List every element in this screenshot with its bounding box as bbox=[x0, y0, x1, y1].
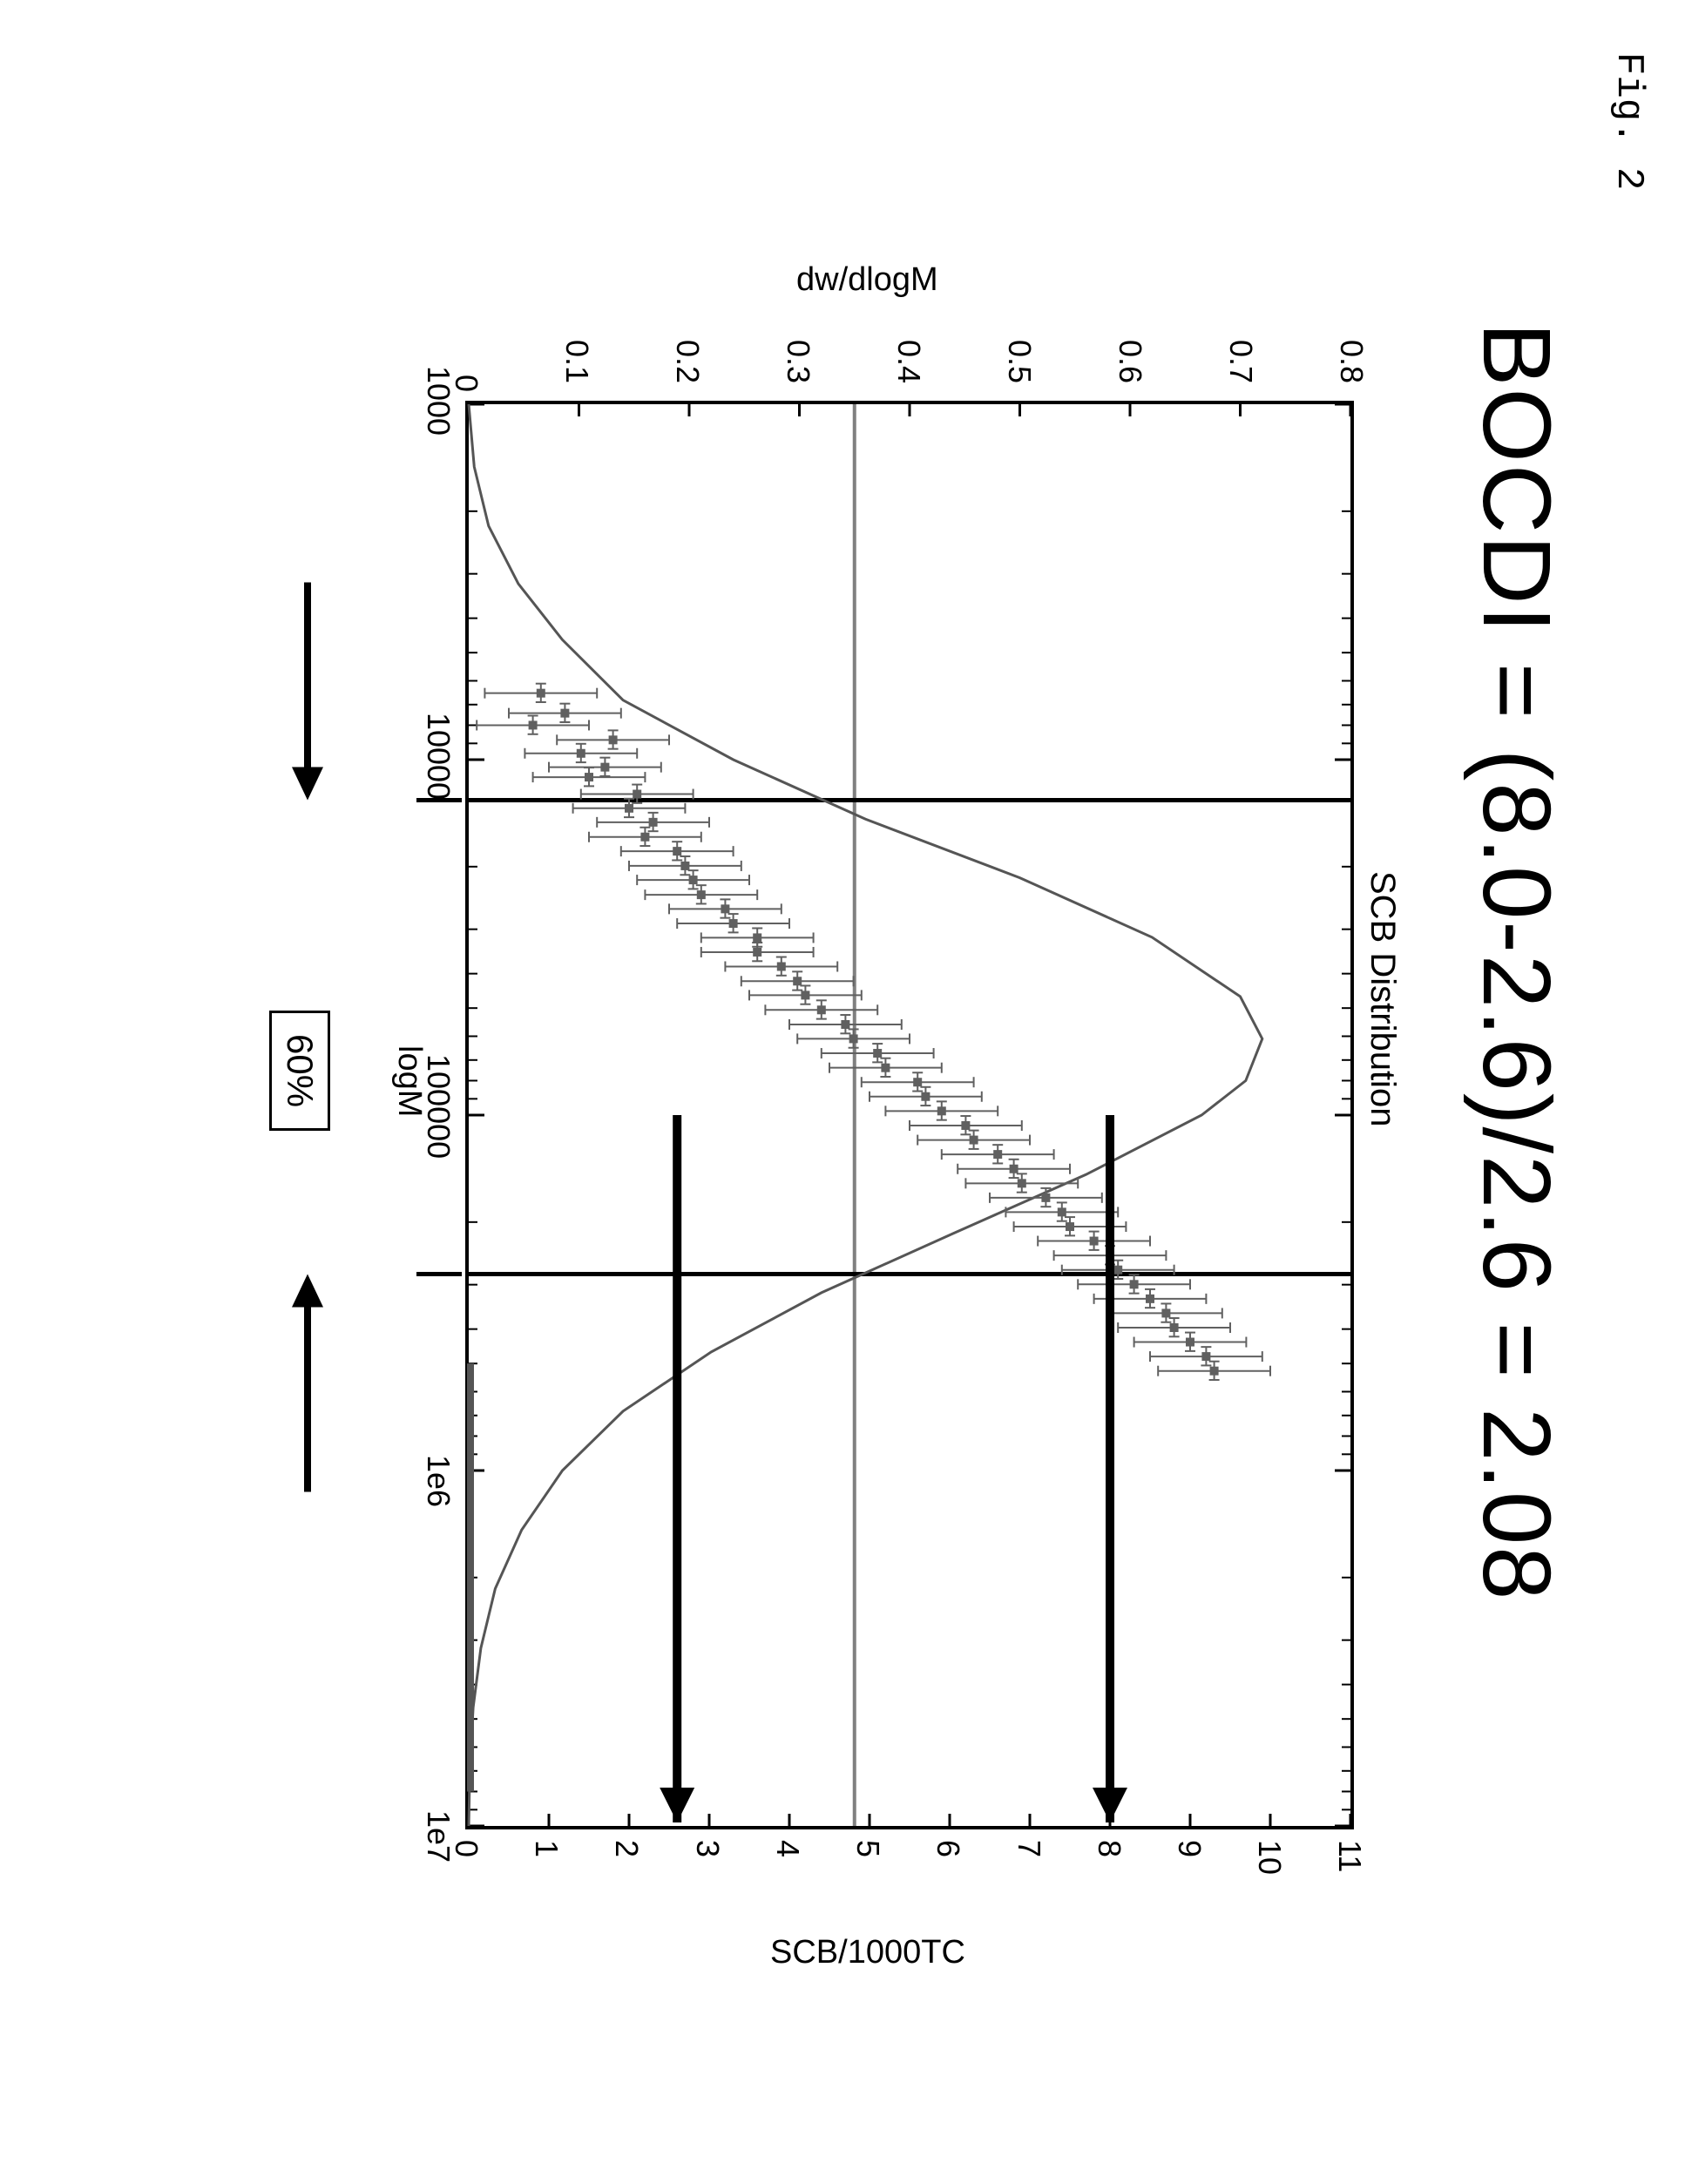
plot-svg bbox=[0, 0, 1685, 2184]
rotated-stage: Fig. 2 BOCDI = (8.0-2.6)/2.6 = 2.08 SCB … bbox=[0, 0, 1685, 2184]
